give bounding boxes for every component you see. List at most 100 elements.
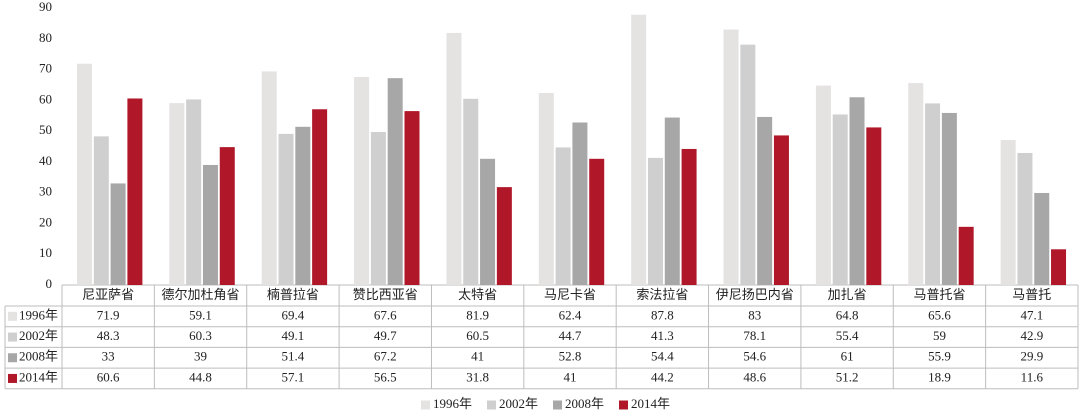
bar (110, 183, 126, 285)
x-tick-label: 楠普拉省 (267, 288, 319, 303)
legend-label: 1996年 (433, 396, 472, 411)
bar (169, 103, 185, 285)
y-tick-label: 60 (39, 91, 52, 106)
table-cell: 65.6 (928, 307, 951, 322)
table-cell: 39 (194, 349, 207, 364)
table-cell: 87.8 (651, 307, 674, 322)
table-cell: 41 (564, 369, 577, 384)
bar (127, 98, 143, 285)
bar (1034, 192, 1050, 285)
table-cell: 41 (471, 349, 484, 364)
bar (1051, 249, 1067, 285)
table-cell: 18.9 (928, 369, 951, 384)
x-tick-label: 赞比西亚省 (353, 288, 418, 303)
bar (958, 226, 974, 285)
y-tick-label: 50 (39, 122, 52, 137)
table-cell: 31.8 (466, 369, 489, 384)
table-cell: 60.5 (466, 328, 489, 343)
table-cell: 71.9 (97, 307, 120, 322)
x-tick-label: 加扎省 (828, 288, 867, 303)
y-tick-label: 30 (39, 184, 52, 199)
table-cell: 41.3 (651, 328, 674, 343)
table-cell: 55.4 (836, 328, 859, 343)
x-tick-label: 马尼卡省 (544, 288, 596, 303)
bar (404, 111, 420, 285)
table-cell: 57.1 (282, 369, 305, 384)
table-cell: 60.3 (189, 328, 212, 343)
bar (202, 164, 218, 285)
x-tick-label: 德尔加杜角省 (162, 288, 240, 303)
bar (278, 133, 294, 285)
x-tick-label: 太特省 (458, 288, 497, 303)
table-cell: 83 (748, 307, 761, 322)
legend-swatch (8, 373, 17, 383)
bar (908, 83, 924, 285)
table-cell: 48.3 (97, 328, 120, 343)
legend-swatch (553, 400, 562, 410)
bar (295, 126, 311, 286)
bar (572, 122, 588, 285)
legend-label: 2008年 (565, 396, 604, 411)
table-cell: 54.4 (651, 349, 674, 364)
bar (1000, 140, 1016, 285)
table-cell: 67.2 (374, 349, 397, 364)
bar (261, 71, 277, 285)
table-cell: 61 (841, 349, 854, 364)
table-cell: 44.8 (189, 369, 212, 384)
legend-swatch (421, 400, 430, 410)
bar (446, 32, 462, 286)
y-tick-label: 70 (39, 61, 52, 76)
bar (77, 63, 92, 285)
bar (941, 112, 957, 285)
table-cell: 54.6 (743, 349, 766, 364)
legend-label: 2014年 (631, 396, 670, 411)
table-cell: 44.2 (651, 369, 674, 384)
bar (832, 114, 848, 285)
bar (219, 147, 235, 285)
bar (815, 85, 831, 285)
bar (387, 78, 403, 285)
row-label: 1996年 (19, 307, 58, 322)
bar (480, 158, 496, 285)
bar (757, 116, 773, 285)
bar (681, 148, 697, 285)
y-tick-label: 20 (39, 214, 52, 229)
bar (354, 76, 370, 285)
table-cell: 59 (933, 328, 946, 343)
table-cell: 56.5 (374, 369, 397, 384)
y-tick-label: 10 (39, 245, 52, 260)
legend-swatch (619, 400, 628, 410)
legend-label: 2002年 (499, 396, 538, 411)
table-cell: 59.1 (189, 307, 212, 322)
bar (647, 157, 663, 285)
table-cell: 67.6 (374, 307, 397, 322)
table-cell: 55.9 (928, 349, 951, 364)
bar (589, 158, 605, 285)
x-tick-label: 马普托 (1012, 288, 1051, 303)
bar (463, 98, 479, 286)
bar (773, 135, 789, 285)
bar (664, 117, 680, 286)
x-tick-label: 伊尼扬巴内省 (716, 287, 794, 303)
y-tick-label: 80 (39, 30, 52, 45)
table-cell: 11.6 (1021, 369, 1044, 384)
legend-swatch (8, 353, 17, 363)
table-cell: 33 (102, 349, 115, 364)
bar (925, 103, 941, 286)
bar (538, 92, 554, 286)
bar (370, 132, 386, 285)
table-cell: 64.8 (836, 307, 859, 322)
table-cell: 29.9 (1020, 349, 1043, 364)
legend-swatch (487, 400, 496, 410)
table-cell: 81.9 (466, 307, 489, 322)
bar (1017, 152, 1033, 285)
legend-swatch (8, 332, 17, 342)
bar (740, 44, 756, 286)
x-tick-label: 尼亚萨省 (82, 288, 134, 303)
table-cell: 44.7 (559, 328, 582, 343)
x-tick-label: 索法拉省 (636, 288, 688, 303)
bar (866, 127, 882, 285)
legend-swatch (8, 311, 17, 321)
y-tick-label: 40 (39, 153, 52, 168)
table-cell: 69.4 (282, 307, 305, 322)
